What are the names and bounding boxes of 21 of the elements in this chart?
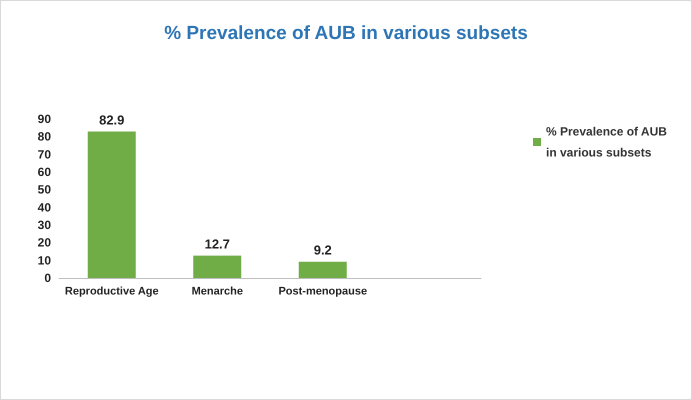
bar	[88, 132, 136, 278]
bar	[298, 262, 347, 278]
x-tick-label: Post-menopause	[278, 286, 368, 298]
x-tick-label: Menarche	[192, 286, 243, 298]
y-tick-label: 40	[38, 200, 52, 214]
y-tick-label: 80	[38, 130, 52, 144]
y-tick-label: 60	[38, 165, 52, 179]
y-tick-label: 70	[38, 147, 52, 162]
y-tick-label: 90	[38, 112, 52, 126]
y-tick-label: 10	[38, 253, 52, 268]
data-label: 12.7	[204, 236, 230, 252]
x-tick-label: Reproductive Age	[64, 286, 159, 298]
y-tick-label: 30	[38, 218, 52, 232]
bar	[193, 256, 242, 278]
chart-title: % Prevalence of AUB in various subsets	[164, 23, 528, 44]
y-tick-label: 20	[38, 236, 52, 250]
y-tick-label: 0	[44, 271, 52, 285]
data-label: 9.2	[314, 242, 332, 258]
legend-label: % Prevalence of AUB in various subsets	[546, 124, 670, 160]
data-label: 82.9	[99, 112, 124, 128]
y-tick-label: 50	[38, 182, 52, 197]
